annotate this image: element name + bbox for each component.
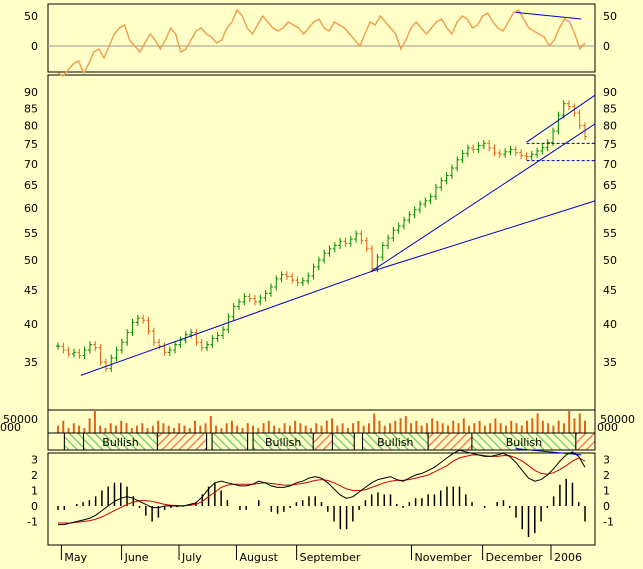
trend-segment-neutral (247, 432, 254, 451)
price-tick-right: 40 (603, 318, 617, 331)
macd-line (58, 449, 586, 526)
macd-tick-left: 1 (31, 485, 38, 498)
price-panel (47, 74, 596, 416)
price-tick-right: 85 (603, 102, 617, 115)
price-tick-left: 45 (24, 284, 38, 297)
oscillator-tick-right: 50 (603, 10, 617, 23)
volume-unit-right: 000 (597, 421, 618, 434)
price-tick-left: 85 (24, 102, 38, 115)
oscillator-tick-left: 0 (31, 40, 38, 53)
oscillator-line (57, 8, 586, 77)
macd-tick-left: 2 (31, 469, 38, 482)
month-label: November (414, 551, 472, 564)
trend-segment-bearish (575, 432, 596, 451)
volume-unit-left: 000 (0, 421, 21, 434)
price-tick-right: 60 (603, 202, 617, 215)
oscillator-tick-right: 0 (603, 40, 610, 53)
macd-tick-left: 0 (31, 500, 38, 513)
trend-line (370, 200, 596, 273)
price-tick-left: 75 (24, 138, 38, 151)
price-tick-right: 70 (603, 158, 617, 171)
price-tick-right: 55 (603, 227, 617, 240)
oscillator-panel (47, 3, 596, 73)
trend-segment-bullish (211, 432, 249, 451)
trend-label-bullish: Bullish (506, 436, 542, 449)
trend-label-bullish: Bullish (102, 436, 138, 449)
macd-tick-right: -1 (603, 516, 614, 529)
month-label: September (300, 551, 361, 564)
price-tick-left: 60 (24, 202, 38, 215)
month-label: 2006 (554, 551, 582, 564)
trend-segment-bullish (331, 432, 355, 451)
macd-panel (47, 452, 596, 546)
macd-tick-right: 2 (603, 469, 610, 482)
trend-line (370, 123, 596, 273)
macd-tick-right: 1 (603, 485, 610, 498)
price-tick-left: 50 (24, 254, 38, 267)
volume-scale-left: 50000 (3, 413, 38, 426)
month-label: July (181, 551, 202, 564)
macd-tick-right: 0 (603, 500, 610, 513)
price-tick-left: 65 (24, 179, 38, 192)
trend-label-bullish: Bullish (265, 436, 301, 449)
trend-segment-neutral (206, 432, 213, 451)
oscillator-tick-left: 50 (24, 10, 38, 23)
macd-tick-left: -1 (27, 516, 38, 529)
price-tick-left: 35 (24, 356, 38, 369)
macd-divergence-line (515, 448, 582, 456)
trend-segment-bearish (427, 432, 473, 451)
trend-segment-bullish (63, 432, 85, 451)
macd-signal-line (58, 454, 586, 524)
macd-tick-left: 3 (31, 454, 38, 467)
price-tick-right: 35 (603, 356, 617, 369)
trend-segment-neutral (353, 432, 364, 451)
price-tick-left: 90 (24, 86, 38, 99)
trend-line (526, 94, 596, 143)
price-tick-right: 45 (603, 284, 617, 297)
trend-segment-bearish (156, 432, 208, 451)
price-tick-left: 55 (24, 227, 38, 240)
volume-scale-right: 50000 (600, 413, 635, 426)
price-tick-right: 65 (603, 179, 617, 192)
price-tick-right: 80 (603, 120, 617, 133)
price-tick-left: 80 (24, 120, 38, 133)
trend-segment-bearish (312, 432, 333, 451)
month-label: June (124, 551, 149, 564)
trend-label-bullish: Bullish (377, 436, 413, 449)
price-tick-right: 90 (603, 86, 617, 99)
month-label: August (239, 551, 278, 564)
price-tick-left: 70 (24, 158, 38, 171)
trend-line (80, 271, 371, 376)
price-tick-left: 40 (24, 318, 38, 331)
price-tick-right: 50 (603, 254, 617, 267)
macd-tick-right: 3 (603, 454, 610, 467)
month-label: May (64, 551, 87, 564)
trend-segment-neutral (47, 432, 65, 451)
price-tick-right: 75 (603, 138, 617, 151)
oscillator-divergence-line (515, 11, 582, 20)
month-label: December (486, 551, 544, 564)
